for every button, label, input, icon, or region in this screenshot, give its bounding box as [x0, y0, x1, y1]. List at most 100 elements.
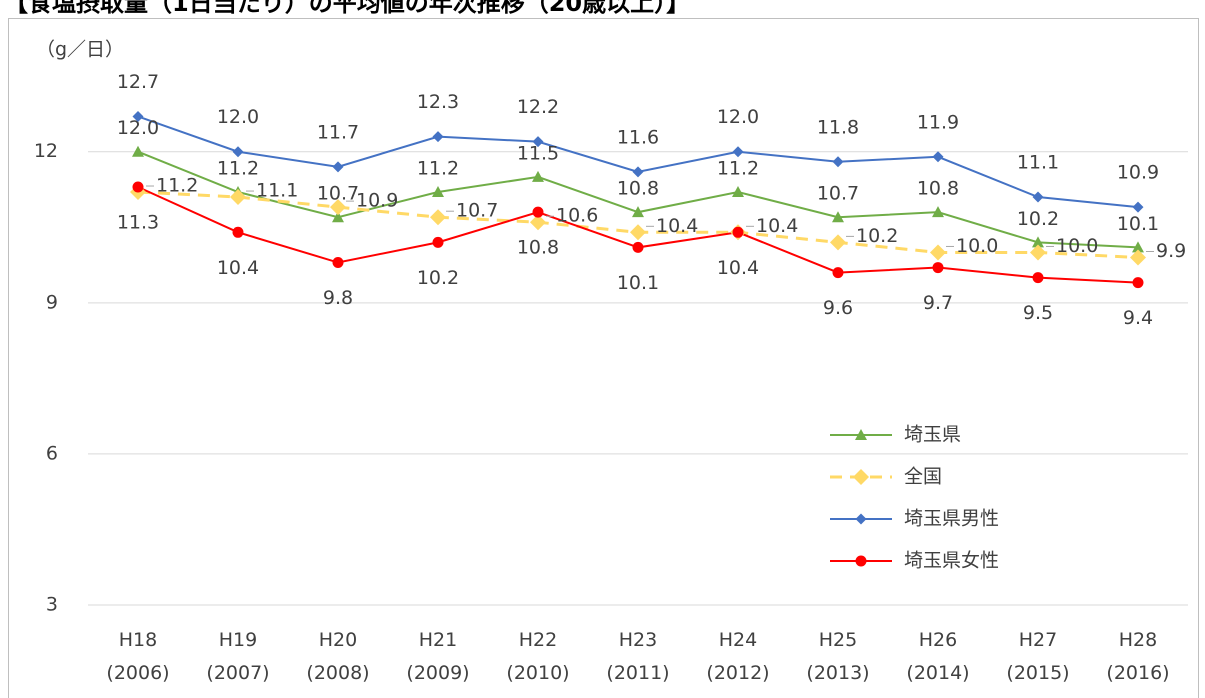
data-label: 10.8: [617, 178, 659, 200]
marker: [932, 151, 944, 163]
marker: [232, 146, 244, 158]
marker: [732, 226, 744, 238]
chart-title: 【食塩摂取量（1日当たり）の平均値の年次推移（20歳以上）】: [4, 0, 690, 17]
data-label: 9.5: [1023, 302, 1053, 324]
marker: [330, 199, 346, 216]
data-label: 11.8: [817, 116, 859, 138]
marker: [632, 206, 644, 218]
marker: [532, 206, 544, 218]
y-tick-label: 12: [34, 140, 58, 162]
data-label: 11.6: [617, 126, 659, 148]
marker: [832, 211, 844, 223]
data-label: 10.7: [817, 183, 859, 205]
data-label: 10.8: [917, 178, 959, 200]
marker: [1132, 201, 1144, 213]
marker: [853, 469, 869, 485]
marker: [432, 131, 444, 143]
x-tick-label: H24 (2012): [706, 629, 769, 684]
x-tick-label: H26 (2014): [906, 629, 969, 684]
data-label: 11.2: [417, 158, 459, 180]
marker: [132, 110, 144, 122]
marker: [930, 244, 946, 261]
marker: [855, 513, 867, 525]
marker: [932, 206, 944, 218]
legend-label: 全国: [904, 466, 942, 488]
x-tick-label: H28 (2016): [1106, 629, 1169, 684]
data-label: 10.4: [217, 257, 259, 279]
data-label: 11.2: [717, 158, 759, 180]
marker: [732, 146, 744, 158]
data-label: 11.3: [117, 211, 159, 233]
marker: [332, 161, 344, 173]
marker: [430, 209, 446, 226]
x-tick-label: H22 (2010): [506, 629, 569, 684]
marker: [132, 181, 144, 193]
x-tick-label: H27 (2015): [1006, 629, 1069, 684]
y-tick-label: 6: [46, 442, 58, 464]
chart-border: [8, 18, 1199, 698]
data-label: 10.9: [1117, 162, 1159, 184]
data-label: 9.7: [923, 292, 953, 314]
data-label: 10.9: [356, 190, 398, 212]
marker: [732, 186, 744, 198]
legend-label: 埼玉県男性: [904, 508, 999, 530]
data-label: 11.1: [1017, 152, 1059, 174]
marker: [132, 145, 144, 157]
marker: [1132, 241, 1144, 253]
marker: [530, 214, 546, 231]
marker: [1032, 236, 1044, 248]
data-label: 10.6: [556, 205, 598, 227]
x-tick-label: H18 (2006): [106, 629, 169, 684]
data-label: 10.4: [656, 215, 698, 237]
x-tick-label: H19 (2007): [206, 629, 269, 684]
marker: [855, 555, 867, 567]
x-tick-label: H20 (2008): [306, 629, 369, 684]
data-label: 11.5: [517, 142, 559, 164]
data-label: 9.6: [823, 297, 853, 319]
data-label: 10.1: [617, 272, 659, 294]
data-label: 12.0: [717, 106, 759, 128]
marker: [630, 224, 646, 241]
marker: [832, 267, 844, 279]
data-label: 11.7: [317, 121, 359, 143]
data-label: 10.4: [717, 257, 759, 279]
x-tick-label: H25 (2013): [806, 629, 869, 684]
marker: [632, 241, 644, 253]
data-label: 12.3: [417, 91, 459, 113]
data-label: 9.9: [1156, 240, 1186, 262]
data-label: 10.7: [456, 200, 498, 222]
legend-label: 埼玉県: [904, 424, 961, 446]
data-label: 12.2: [517, 96, 559, 118]
y-tick-label: 9: [46, 291, 58, 313]
data-label: 10.1: [1117, 213, 1159, 235]
data-label: 9.4: [1123, 307, 1153, 329]
legend-label: 埼玉県女性: [904, 550, 999, 572]
data-label: 12.0: [117, 117, 159, 139]
y-axis-label: （g／日）: [36, 39, 124, 61]
marker: [532, 170, 544, 182]
marker: [432, 186, 444, 198]
data-label: 10.4: [756, 215, 798, 237]
marker: [932, 262, 944, 274]
marker: [1032, 191, 1044, 203]
data-label: 11.1: [256, 180, 298, 202]
marker: [230, 189, 246, 206]
marker: [332, 211, 344, 223]
data-label: 11.9: [917, 111, 959, 133]
data-label: 10.2: [1017, 208, 1059, 230]
marker: [855, 429, 867, 440]
marker: [830, 234, 846, 251]
data-label: 12.7: [117, 71, 159, 93]
x-tick-label: H21 (2009): [406, 629, 469, 684]
data-label: 11.2: [156, 175, 198, 197]
data-label: 10.2: [417, 267, 459, 289]
data-label: 12.0: [217, 106, 259, 128]
data-label: 11.2: [217, 158, 259, 180]
marker: [232, 226, 244, 238]
data-label: 10.0: [1056, 235, 1098, 257]
y-tick-label: 3: [46, 594, 58, 616]
data-label: 10.2: [856, 225, 898, 247]
marker: [532, 136, 544, 148]
